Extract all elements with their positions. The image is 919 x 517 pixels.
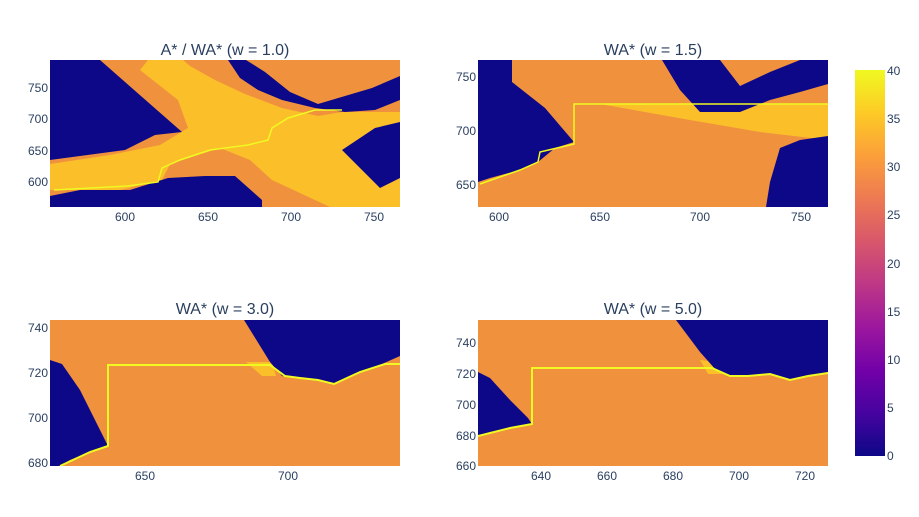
subplot-4: WA* (w = 5.0) 640 660 680 700 720 660 68… [456, 301, 828, 483]
y-tick-label: 750 [28, 81, 48, 95]
y-tick-label: 700 [28, 112, 48, 126]
y-tick-label: 600 [28, 175, 48, 189]
y-tick-label: 700 [28, 411, 48, 425]
y-tick-label: 740 [28, 321, 48, 335]
y-ticks: 660 680 700 720 740 [456, 336, 476, 473]
x-tick-label: 650 [198, 210, 218, 224]
search-path [53, 109, 342, 191]
x-tick-label: 750 [791, 210, 811, 224]
colorbar-tick-label: 0 [887, 449, 894, 463]
colorbar-tick-label: 15 [887, 305, 901, 319]
y-tick-label: 680 [28, 456, 48, 470]
x-tick-label: 700 [281, 210, 301, 224]
y-tick-label: 700 [456, 398, 476, 412]
y-tick-label: 660 [456, 459, 476, 473]
obstacle-region [244, 320, 400, 384]
subplot-3-title: WA* (w = 3.0) [176, 301, 275, 318]
colorbar-gradient [855, 70, 885, 456]
colorbar-tick-label: 10 [887, 353, 901, 367]
colorbar-ticks: 0 5 10 15 20 25 30 35 40 [887, 64, 901, 463]
subplot-1-heatmap [50, 60, 400, 207]
y-tick-label: 700 [456, 124, 476, 138]
x-tick-label: 680 [663, 469, 683, 483]
explored-region [50, 60, 400, 207]
obstacle-region [228, 60, 400, 112]
x-tick-label: 650 [135, 469, 155, 483]
y-ticks: 680 700 720 740 [28, 321, 48, 470]
x-ticks: 640 660 680 700 720 [531, 469, 815, 483]
x-tick-label: 640 [531, 469, 551, 483]
colorbar: 0 5 10 15 20 25 30 35 40 [855, 64, 901, 463]
colorbar-tick-label: 20 [887, 257, 901, 271]
obstacle-region [478, 60, 574, 182]
subplot-2-heatmap [478, 60, 828, 207]
subplot-2-title: WA* (w = 1.5) [604, 42, 703, 59]
y-ticks: 600 650 700 750 [28, 81, 48, 189]
obstacle-region [50, 360, 108, 466]
search-path [59, 363, 400, 466]
x-tick-label: 700 [729, 469, 749, 483]
y-tick-label: 750 [456, 70, 476, 84]
x-tick-label: 700 [278, 469, 298, 483]
search-path [479, 103, 828, 185]
x-ticks: 600 650 700 750 [489, 210, 811, 224]
obstacle-region [50, 80, 130, 128]
x-tick-label: 600 [489, 210, 509, 224]
subplot-1: A* / WA* (w = 1.0) 600 650 700 750 600 6… [28, 42, 400, 224]
x-tick-label: 600 [115, 210, 135, 224]
colorbar-tick-label: 40 [887, 64, 901, 78]
colorbar-tick-label: 5 [887, 401, 894, 415]
subplot-3: WA* (w = 3.0) 650 700 680 700 720 740 [28, 301, 400, 483]
subplot-4-title: WA* (w = 5.0) [604, 301, 703, 318]
x-ticks: 650 700 [135, 469, 298, 483]
explored-region [600, 104, 828, 140]
subplot-3-heatmap [50, 320, 400, 466]
x-tick-label: 750 [364, 210, 384, 224]
obstacle-region [766, 136, 828, 207]
x-tick-label: 660 [597, 469, 617, 483]
y-tick-label: 740 [456, 336, 476, 350]
y-tick-label: 680 [456, 429, 476, 443]
x-ticks: 600 650 700 750 [115, 210, 384, 224]
obstacle-region [662, 60, 828, 112]
obstacle-region [50, 176, 262, 207]
colorbar-tick-label: 25 [887, 208, 901, 222]
x-tick-label: 700 [690, 210, 710, 224]
y-tick-label: 720 [456, 367, 476, 381]
subplot-4-heatmap [478, 320, 828, 466]
obstacle-region [478, 372, 532, 436]
x-tick-label: 720 [795, 469, 815, 483]
x-tick-label: 650 [590, 210, 610, 224]
obstacle-region [676, 320, 828, 380]
y-tick-label: 650 [456, 178, 476, 192]
y-tick-label: 720 [28, 366, 48, 380]
search-path [478, 367, 828, 437]
obstacle-region [342, 122, 400, 188]
y-ticks: 650 700 750 [456, 70, 476, 192]
subplot-2: WA* (w = 1.5) 600 650 700 750 650 700 75… [456, 42, 828, 224]
colorbar-tick-label: 30 [887, 160, 901, 174]
y-tick-label: 650 [28, 144, 48, 158]
colorbar-tick-label: 35 [887, 112, 901, 126]
subplot-1-title: A* / WA* (w = 1.0) [161, 42, 290, 59]
